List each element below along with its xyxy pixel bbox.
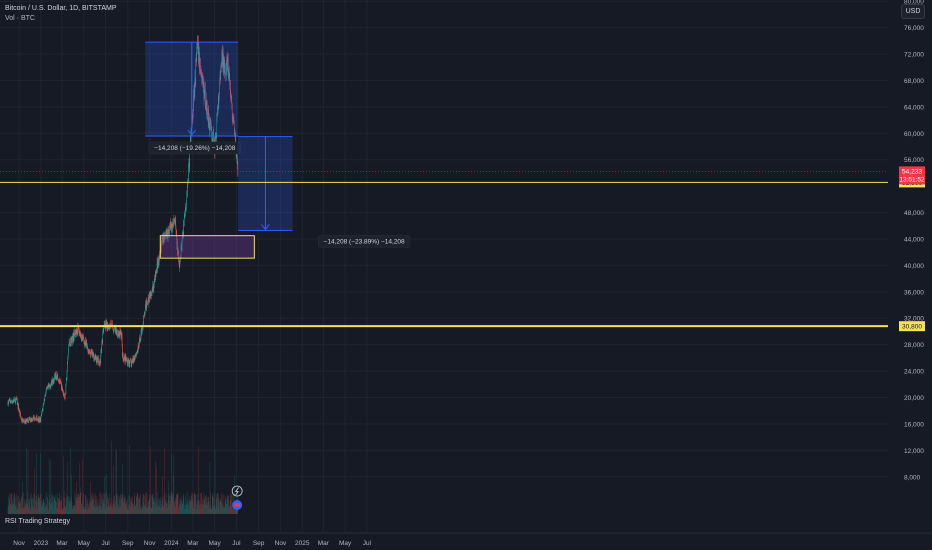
price-range-label-box: [317, 235, 411, 248]
price-axis: 84,00080,00076,00072,00068,00064,00060,0…: [904, 0, 924, 481]
volume-legend[interactable]: Vol · BTC: [5, 15, 35, 22]
y-tick-label: 36,000: [904, 289, 924, 296]
y-tick-label: 72,000: [904, 52, 924, 59]
y-tick-label: 80,000: [904, 0, 924, 6]
y-tick-label: 56,000: [904, 157, 924, 164]
strategy-label[interactable]: RSI Trading Strategy: [5, 518, 70, 525]
x-tick-label: Nov: [275, 540, 287, 547]
bar-countdown-label: 13:51:52: [899, 177, 925, 184]
x-tick-label: Mar: [56, 540, 68, 547]
y-tick-label: 32,000: [904, 316, 924, 323]
x-tick-label: Jul: [363, 540, 372, 547]
level-price-tag: [899, 321, 925, 332]
x-tick-label: Jul: [232, 540, 241, 547]
y-tick-label: 48,000: [904, 210, 924, 217]
volume-histogram: [7, 440, 239, 514]
event-markers: [231, 485, 243, 510]
y-tick-label: 60,000: [904, 131, 924, 138]
price-range-arrowhead: [261, 224, 270, 231]
y-tick-label: 40,000: [904, 263, 924, 270]
flag-stripe-icon: [234, 503, 241, 507]
y-tick-label: 68,000: [904, 78, 924, 85]
x-tick-label: Sep: [253, 540, 265, 547]
currency-button[interactable]: USD: [901, 4, 925, 19]
last-price-label: 54,233: [902, 169, 922, 176]
flash-icon: [234, 487, 239, 496]
x-tick-label: May: [208, 540, 221, 547]
price-range-label: −14,208 (−23.89%) −14,208: [324, 239, 406, 246]
x-tick-label: Nov: [144, 540, 156, 547]
x-tick-label: Jul: [101, 540, 110, 547]
y-tick-label: 64,000: [904, 104, 924, 111]
x-tick-label: 2023: [34, 540, 49, 547]
y-tick-label: 12,000: [904, 448, 924, 455]
price-range-arrowhead: [187, 129, 197, 136]
x-tick-label: 2025: [295, 540, 310, 547]
y-tick-label: 44,000: [904, 236, 924, 243]
y-tick-label: 76,000: [904, 25, 924, 32]
y-tick-label: 8,000: [904, 474, 921, 481]
x-tick-label: 2024: [164, 540, 179, 547]
y-tick-label: 24,000: [904, 369, 924, 376]
x-tick-label: Mar: [318, 540, 330, 547]
y-tick-label: 28,000: [904, 342, 924, 349]
range-zones: −14,208 (−19.26%) −14,208 −14,208 (−23.89…: [145, 41, 411, 259]
grid: [0, 0, 888, 532]
time-axis: Nov 2023 Mar May Jul Sep Nov 2024 Mar May Jul Sep No…: [0, 532, 932, 547]
x-tick-label: Sep: [122, 540, 134, 547]
x-tick-label: Nov: [13, 540, 25, 547]
x-tick-label: May: [78, 540, 91, 547]
x-tick-label: May: [339, 540, 352, 547]
dividend-event-icon: [231, 485, 243, 497]
support-rectangle: [159, 235, 255, 259]
y-tick-label: 16,000: [904, 421, 924, 428]
symbol-title[interactable]: Bitcoin / U.S. Dollar, 1D, BITSTAMP: [5, 5, 117, 12]
price-range-label: −14,208 (−19.26%) −14,208: [154, 145, 236, 152]
level-price-label: 30,800: [902, 324, 922, 331]
price-range-label-box: [148, 141, 241, 155]
last-price-tag: [899, 166, 925, 185]
y-tick-label: 20,000: [904, 395, 924, 402]
x-tick-label: Mar: [187, 540, 199, 547]
